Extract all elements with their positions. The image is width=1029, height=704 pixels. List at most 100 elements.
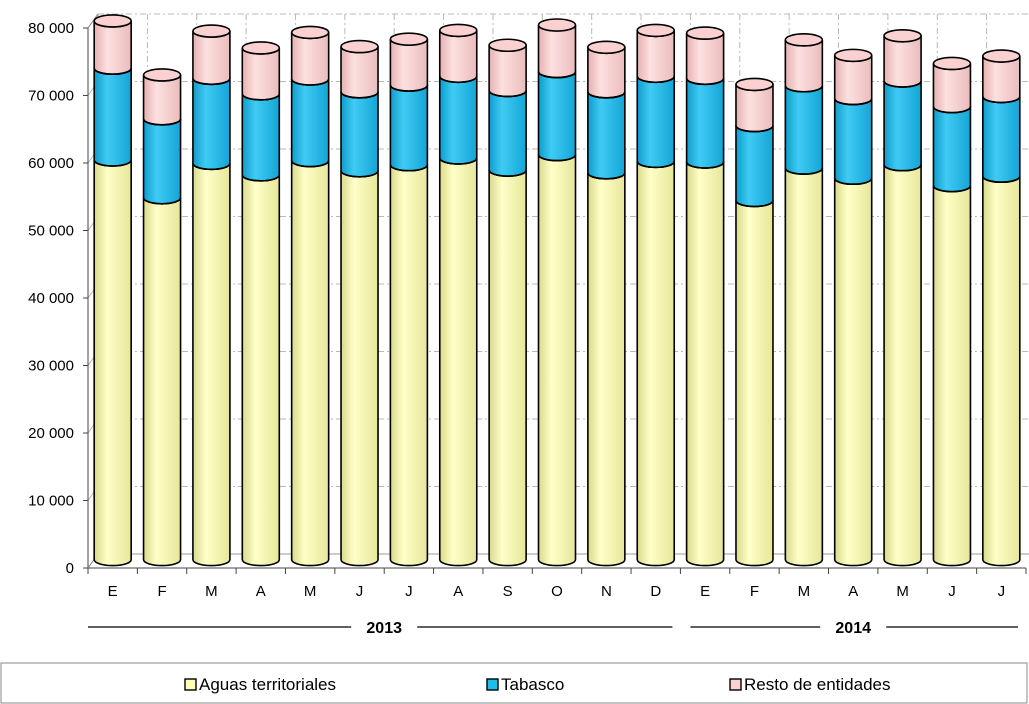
y-tick-label: 40 000 [28,290,74,307]
bar-seam [290,78,330,86]
bar-top-cap [389,32,429,46]
bar-group-15 [833,48,873,567]
x-tick-label: J [405,583,413,600]
bar-seam [389,164,429,172]
bar-seam [537,71,577,79]
bar-segment-2 [537,24,577,79]
bar-segment-2 [735,84,774,133]
bar-group-6 [389,32,429,567]
bar-seam [932,106,972,114]
bar-top-cap [932,56,972,71]
bar-group-5 [340,39,379,567]
bar-top-cap [438,23,478,38]
x-tick-label: E [700,583,710,600]
bar-segment-0 [833,178,873,567]
bar-seam [241,93,281,101]
x-tick-label: F [750,583,759,600]
bar-segment-1 [192,78,231,171]
bar-seam [982,175,1021,183]
bars [93,14,1021,567]
bar-segment-0 [883,164,922,567]
bar-segment-2 [192,30,231,86]
x-tick-label: N [601,583,612,600]
bar-segment-1 [93,67,132,167]
bar-group-7 [438,23,478,567]
x-tick-label: O [551,583,563,600]
bar-group-11 [636,23,676,567]
bar-top-cap [883,28,922,43]
bar-seam [636,161,676,169]
bar-segment-0 [290,160,330,567]
x-tick-label: J [356,583,364,600]
bar-top-cap [587,40,626,55]
bar-group-10 [587,40,626,567]
bar-segment-2 [784,39,824,93]
bar-seam [389,84,429,92]
bar-segment-2 [142,74,182,126]
bar-segment-0 [142,197,182,567]
bar-group-3 [241,41,281,567]
y-tick-label: 80 000 [28,20,74,37]
bar-seam [142,197,182,205]
x-tick-label: M [304,583,317,600]
bar-seam [932,185,972,193]
bar-group-2 [192,24,231,567]
y-tick-label: 60 000 [28,155,74,172]
y-tick-label: 50 000 [28,223,74,240]
x-tick-label: E [108,583,118,600]
x-tick-label: S [503,583,513,600]
bar-segment-0 [784,167,824,567]
bar-seam [192,163,231,171]
bar-segment-2 [438,30,478,84]
x-tick-label: A [256,583,266,600]
x-tick-label: J [998,583,1006,600]
bar-segment-2 [932,63,972,114]
bar-segment-0 [685,161,725,567]
bar-segment-2 [636,30,676,84]
bar-group-13 [735,77,774,567]
y-tick-label: 10 000 [28,493,74,510]
bar-seam [883,80,922,88]
x-tick-label: A [848,583,858,600]
bar-top-cap [488,38,527,53]
bar-group-1 [142,68,182,567]
bar-segment-1 [636,76,676,169]
year-label: 2013 [366,620,402,637]
bar-segment-0 [982,175,1021,567]
bar-seam [340,91,379,99]
bar-segment-0 [587,172,626,567]
bar-segment-1 [982,96,1021,183]
bar-seam [290,160,330,168]
bar-segment-1 [587,91,626,180]
bar-top-cap [636,23,676,38]
bar-segment-1 [537,71,577,162]
bar-segment-0 [438,157,478,567]
year-groups: 2013 2014 [88,620,1018,637]
bar-segment-2 [241,47,281,101]
bar-segment-0 [636,161,676,567]
x-tick-label: F [157,583,166,600]
bar-segment-1 [142,118,182,205]
legend-label-0: Aguas territoriales [199,675,336,694]
legend-label-1: Tabasco [501,675,564,694]
bar-seam [784,167,824,175]
x-tick-label: J [948,583,956,600]
year-label: 2014 [835,620,871,637]
y-axis-depth-line [87,13,99,29]
bar-segment-2 [982,55,1021,104]
bar-segment-2 [290,32,330,86]
bar-seam [685,78,725,86]
y-tick-label: 30 000 [28,358,74,375]
bar-top-cap [784,33,824,47]
y-tick-label: 0 [66,560,74,577]
bar-group-12 [685,26,725,567]
legend-swatch-2 [729,678,742,691]
bar-seam [685,161,725,169]
bar-segment-1 [833,98,873,185]
bar-top-cap [142,68,182,82]
bar-segment-2 [833,55,873,106]
bar-group-9 [537,18,577,567]
bar-segment-2 [389,38,429,92]
bar-segment-0 [537,154,577,567]
